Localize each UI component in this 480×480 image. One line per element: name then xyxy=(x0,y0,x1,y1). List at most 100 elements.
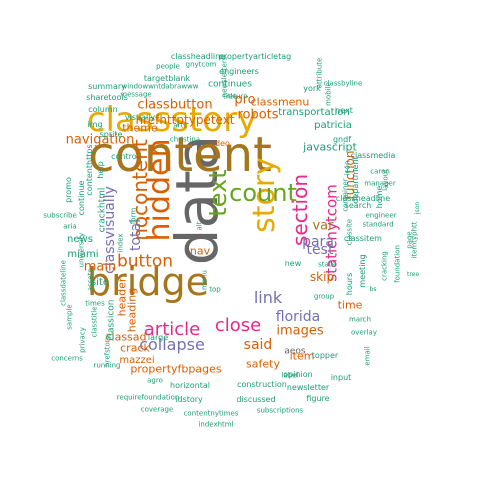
word: contenthttps xyxy=(85,144,94,196)
word: crack xyxy=(120,341,150,355)
word: crackhtml xyxy=(97,187,108,233)
word: propertyarticletag xyxy=(218,52,292,61)
word: json xyxy=(414,201,421,215)
word: engineers xyxy=(219,67,259,76)
word: classtitle xyxy=(90,306,99,338)
word: img xyxy=(87,120,103,129)
word: main xyxy=(83,259,117,275)
word: mobile xyxy=(324,82,333,106)
word: figure xyxy=(306,394,330,403)
word: tree xyxy=(406,271,420,278)
word: standard xyxy=(362,220,394,229)
word: transportation xyxy=(278,107,350,118)
word: skip xyxy=(309,270,335,284)
word: input xyxy=(330,373,352,382)
word: close xyxy=(214,315,262,336)
word: var xyxy=(312,218,334,234)
word: top xyxy=(209,285,221,294)
word: site xyxy=(90,277,110,288)
word: aria xyxy=(63,222,77,231)
word: message xyxy=(120,90,152,99)
word: classitem xyxy=(344,234,382,243)
word: container xyxy=(341,178,350,212)
word: classstory xyxy=(86,100,258,140)
word: idstory xyxy=(175,395,203,404)
word: classite xyxy=(345,218,354,246)
word: navigation xyxy=(65,132,135,148)
word: content xyxy=(88,127,272,183)
word: collapse xyxy=(139,335,205,354)
word: sprite xyxy=(99,130,123,139)
word: arts xyxy=(173,121,187,130)
word: opinion xyxy=(283,370,313,379)
word: aeos xyxy=(284,346,306,357)
word: horizontal xyxy=(170,381,210,390)
word: assets xyxy=(86,268,95,292)
word: test xyxy=(306,242,334,258)
word: video xyxy=(208,139,230,148)
word: subscriptions xyxy=(256,406,304,415)
word: indexhtml xyxy=(198,420,234,429)
word: coverage xyxy=(140,405,174,414)
word: title xyxy=(223,92,237,101)
word: nav xyxy=(189,244,211,258)
word: topper xyxy=(311,351,339,360)
word: promo xyxy=(64,177,73,203)
word: help xyxy=(96,161,105,179)
word: times xyxy=(85,299,105,308)
word: column xyxy=(88,105,118,114)
word: item xyxy=(289,349,315,363)
word: gnytcom xyxy=(185,60,217,69)
word: index xyxy=(116,233,125,253)
word: sharetools xyxy=(86,93,128,102)
word: safety xyxy=(246,357,280,371)
word: alt xyxy=(195,221,204,231)
word: javascript xyxy=(303,140,357,154)
word: bs xyxy=(369,286,377,293)
word: overlay xyxy=(351,328,377,337)
word: theme xyxy=(122,121,158,135)
word: control xyxy=(111,152,139,161)
word: para xyxy=(302,234,334,250)
word: icon xyxy=(343,160,352,176)
word: gndf xyxy=(332,135,352,144)
word: foundation xyxy=(393,245,402,283)
word: summary xyxy=(88,82,126,91)
word: attribute xyxy=(315,57,324,89)
word: concerns xyxy=(51,354,83,363)
word: classheadline xyxy=(335,194,391,203)
word: york xyxy=(303,84,321,93)
word: department xyxy=(351,156,360,204)
word: large xyxy=(147,333,169,342)
word: construction xyxy=(237,380,287,389)
word: people xyxy=(156,62,180,71)
word: meeting xyxy=(358,254,367,288)
word: university xyxy=(77,232,86,268)
word: text xyxy=(204,169,232,217)
word: classdateline xyxy=(59,260,68,306)
word: agro xyxy=(147,376,163,385)
word: form xyxy=(129,207,138,225)
word: article xyxy=(143,319,201,340)
word: bridge xyxy=(87,260,209,304)
word: caron xyxy=(370,167,390,176)
word: classbutton xyxy=(137,97,213,113)
word: search xyxy=(344,201,372,210)
word: contentnytimes xyxy=(183,409,239,418)
word: visually xyxy=(124,113,156,122)
word: said xyxy=(243,337,273,353)
word: miami xyxy=(67,249,99,260)
word: label xyxy=(281,371,299,380)
word: classad xyxy=(105,330,147,344)
word: privacy xyxy=(78,327,87,353)
word: new xyxy=(284,259,302,268)
word: march xyxy=(348,315,372,324)
word: patricia xyxy=(314,120,352,131)
word: requirefoundation xyxy=(116,393,180,402)
word: hours xyxy=(345,272,354,296)
word: newsletter xyxy=(286,383,330,392)
word: hrefhttptypetext xyxy=(135,113,235,127)
word: images xyxy=(276,323,324,339)
word: windowwntdabrawww xyxy=(121,82,199,91)
